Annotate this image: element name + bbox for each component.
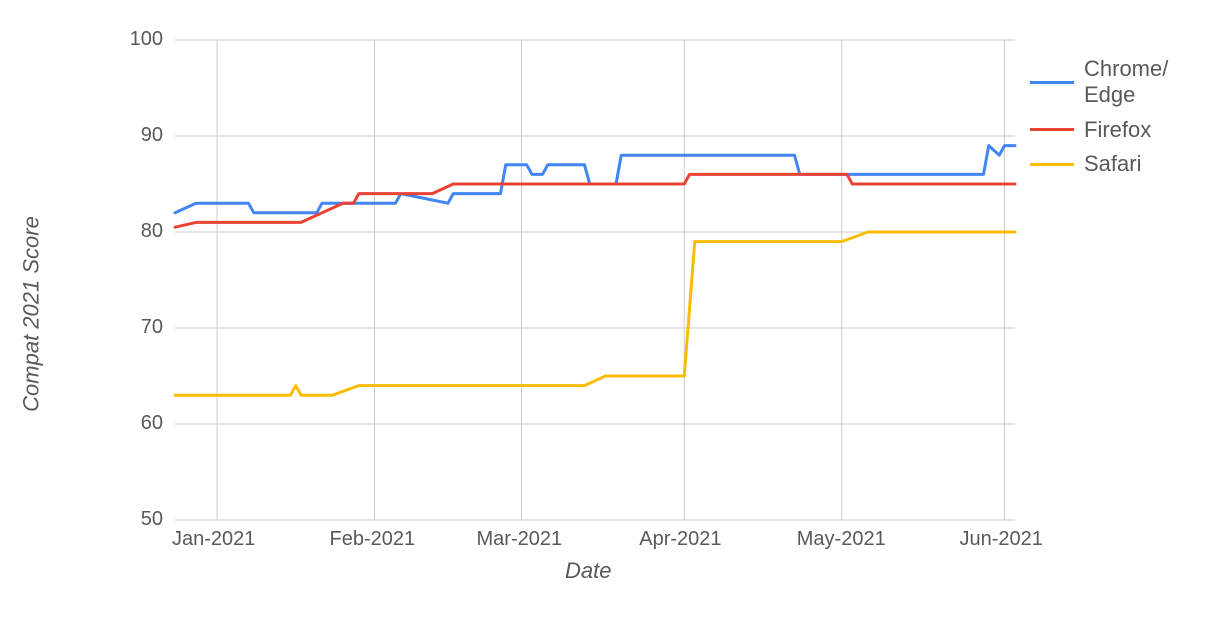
legend-item: Chrome/Edge xyxy=(1030,56,1168,109)
x-tick-label: Apr-2021 xyxy=(639,528,721,551)
legend-swatch xyxy=(1030,128,1074,131)
y-tick-label: 70 xyxy=(141,316,163,339)
x-axis-label: Date xyxy=(565,558,611,584)
legend-item: Safari xyxy=(1030,151,1168,177)
legend-label: Chrome/Edge xyxy=(1084,56,1168,109)
legend-label: Safari xyxy=(1084,151,1141,177)
legend-swatch xyxy=(1030,81,1074,84)
y-tick-label: 60 xyxy=(141,412,163,435)
legend: Chrome/Edge Firefox Safari xyxy=(1030,56,1168,186)
x-tick-label: Jan-2021 xyxy=(172,528,255,551)
legend-label: Firefox xyxy=(1084,117,1151,143)
y-tick-label: 100 xyxy=(130,28,163,51)
y-tick-label: 50 xyxy=(141,508,163,531)
series-chrome-edge xyxy=(175,146,1015,213)
x-tick-label: May-2021 xyxy=(797,528,886,551)
x-tick-label: Mar-2021 xyxy=(477,528,563,551)
y-tick-label: 90 xyxy=(141,124,163,147)
series-safari xyxy=(175,232,1015,395)
compat-score-chart: Compat 2021 Score 5060708090100Jan-2021F… xyxy=(0,0,1212,628)
x-tick-label: Feb-2021 xyxy=(330,528,416,551)
x-tick-label: Jun-2021 xyxy=(960,528,1043,551)
y-tick-label: 80 xyxy=(141,220,163,243)
legend-item: Firefox xyxy=(1030,117,1168,143)
series-firefox xyxy=(175,174,1015,227)
legend-swatch xyxy=(1030,163,1074,166)
